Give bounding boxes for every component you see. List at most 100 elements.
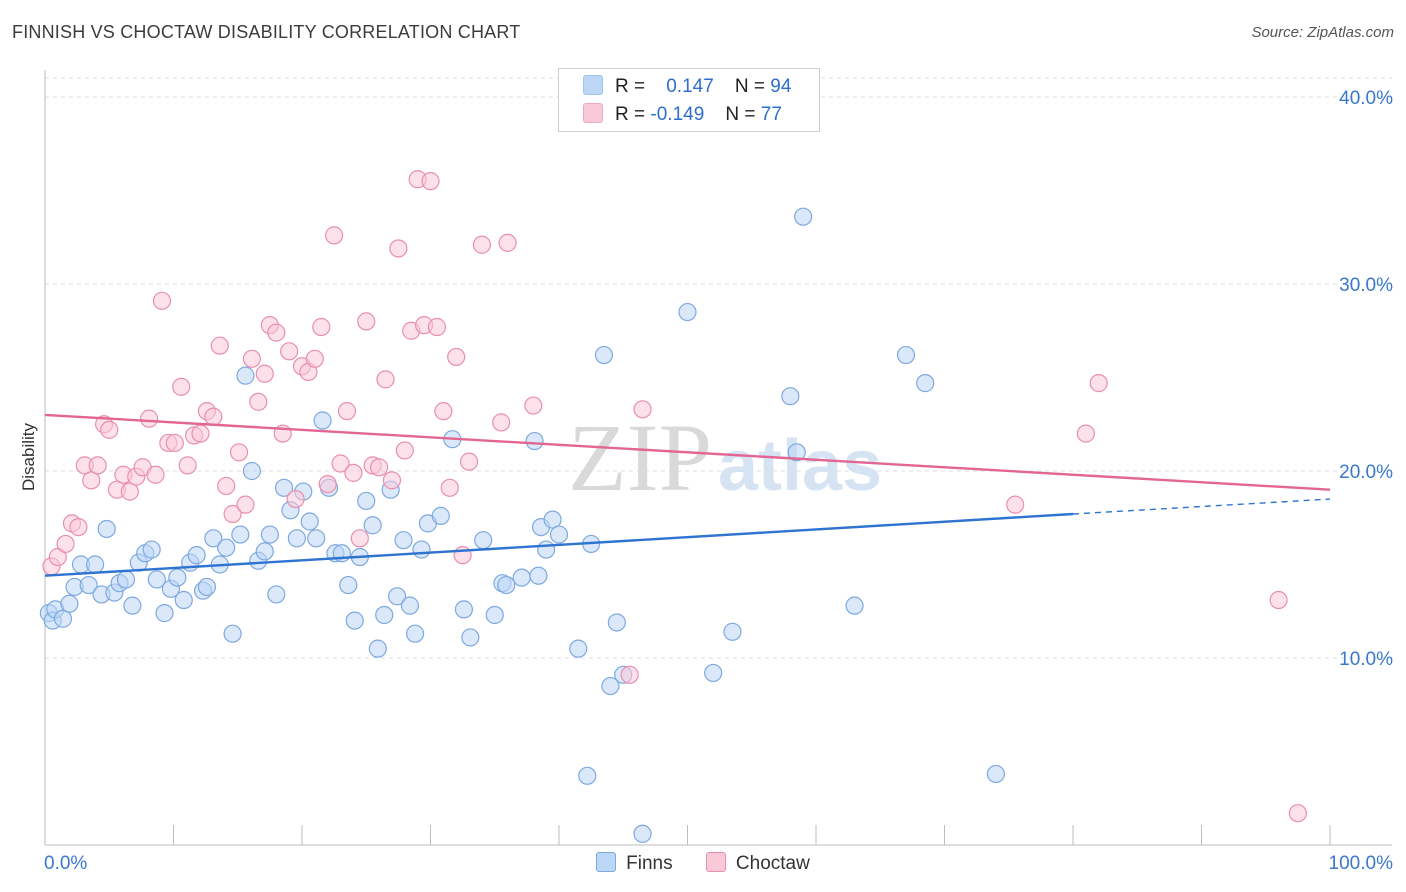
data-point-finns <box>512 568 531 587</box>
y-tick-label: 40.0% <box>1339 88 1393 109</box>
data-point-finns <box>569 639 588 658</box>
legend-item-finns: Finns <box>596 852 673 875</box>
data-point-finns <box>794 207 813 226</box>
data-point-choctaw <box>633 400 652 419</box>
data-point-finns <box>986 764 1006 784</box>
data-point-choctaw <box>331 454 350 473</box>
y-axis-label: Disability <box>19 422 38 491</box>
data-point-finns <box>53 609 73 628</box>
data-point-finns <box>845 596 864 615</box>
stats-legend: R = 0.147 N = 94 R = -0.149 N = 77 <box>558 68 820 132</box>
data-point-choctaw <box>434 402 453 421</box>
legend-r-label: R = <box>615 76 646 97</box>
data-point-choctaw <box>82 471 101 490</box>
data-point-finns <box>287 529 306 548</box>
data-point-finns <box>594 345 614 365</box>
y-tick-label: 30.0% <box>1339 275 1393 296</box>
legend-n-value: 77 <box>760 104 782 125</box>
legend-label-choctaw: Choctaw <box>735 853 810 874</box>
data-point-finns <box>704 663 723 683</box>
data-point-finns <box>223 624 242 643</box>
data-point-finns <box>537 540 556 559</box>
data-point-finns <box>549 525 569 544</box>
data-point-finns <box>236 366 255 385</box>
data-point-finns <box>633 824 652 843</box>
legend-r-value: 0.147 <box>666 76 714 97</box>
data-point-choctaw <box>350 529 369 548</box>
data-point-choctaw <box>1076 424 1095 443</box>
data-point-finns <box>123 596 142 615</box>
data-point-choctaw <box>1006 495 1025 514</box>
data-point-choctaw <box>395 441 414 460</box>
legend-swatch-finns <box>596 852 617 872</box>
data-point-finns <box>116 570 136 589</box>
data-point-finns <box>197 577 217 597</box>
data-point-choctaw <box>318 474 337 494</box>
data-point-choctaw <box>120 482 139 501</box>
data-point-finns <box>363 516 382 535</box>
data-point-finns <box>485 605 504 625</box>
data-point-finns <box>142 540 161 559</box>
data-point-finns <box>601 676 620 696</box>
data-point-finns <box>60 594 79 613</box>
legend-row-finns: R = 0.147 N = 94 <box>583 75 791 97</box>
data-point-finns <box>454 600 474 619</box>
data-point-choctaw <box>440 478 459 497</box>
data-point-choctaw <box>344 463 363 482</box>
legend-item-choctaw: Choctaw <box>705 852 810 875</box>
data-point-choctaw <box>242 349 261 368</box>
data-point-choctaw <box>223 504 242 524</box>
data-point-choctaw <box>255 364 274 383</box>
data-point-choctaw <box>280 342 299 361</box>
data-point-choctaw <box>286 489 305 509</box>
data-point-choctaw <box>100 420 119 439</box>
legend-n-label: N = <box>734 76 766 97</box>
data-point-finns <box>607 613 626 632</box>
data-point-choctaw <box>236 495 255 514</box>
data-point-finns <box>187 546 206 565</box>
data-point-choctaw <box>56 534 75 554</box>
data-point-finns <box>394 531 413 550</box>
data-point-finns <box>231 525 250 544</box>
data-point-choctaw <box>1288 804 1307 823</box>
data-point-finns <box>497 575 516 595</box>
data-point-choctaw <box>172 377 191 396</box>
data-point-finns <box>174 590 193 610</box>
data-point-choctaw <box>204 407 223 426</box>
data-point-finns <box>242 461 261 481</box>
watermark-atlas: atlas <box>718 426 882 506</box>
trend-line-extension-finns <box>1072 498 1331 515</box>
data-point-choctaw <box>357 312 376 331</box>
data-point-finns <box>412 540 431 559</box>
data-point-choctaw <box>229 443 249 462</box>
data-point-finns <box>543 510 562 529</box>
data-point-choctaw <box>620 665 639 684</box>
data-point-finns <box>474 531 493 550</box>
data-point-finns <box>461 628 480 647</box>
data-point-choctaw <box>524 396 543 415</box>
data-point-choctaw <box>191 424 210 443</box>
data-point-finns <box>97 519 116 539</box>
chart-title: FINNISH VS CHOCTAW DISABILITY CORRELATIO… <box>12 22 521 42</box>
data-point-finns <box>781 387 800 406</box>
data-point-finns <box>255 542 274 561</box>
legend-r-value: -0.149 <box>650 104 705 125</box>
data-point-finns <box>147 570 166 589</box>
data-point-finns <box>274 478 294 497</box>
legend-swatch-choctaw <box>583 103 603 123</box>
trend-line-finns <box>44 512 1074 577</box>
data-point-choctaw <box>312 317 331 337</box>
tick-labels: 10.0% 20.0% 30.0% 40.0% 0.0% 100.0% <box>44 88 1393 874</box>
data-point-finns <box>267 585 286 604</box>
x-tick-label: 100.0% <box>1329 853 1394 874</box>
data-point-choctaw <box>492 413 511 432</box>
data-point-finns <box>260 525 279 544</box>
data-point-finns <box>405 624 425 643</box>
data-point-choctaw <box>472 235 491 254</box>
data-point-finns <box>400 596 420 615</box>
data-point-choctaw <box>447 347 466 367</box>
legend-row-choctaw: R = -0.149 N = 77 <box>583 103 782 125</box>
data-point-choctaw <box>88 456 107 475</box>
data-point-choctaw <box>337 402 357 421</box>
